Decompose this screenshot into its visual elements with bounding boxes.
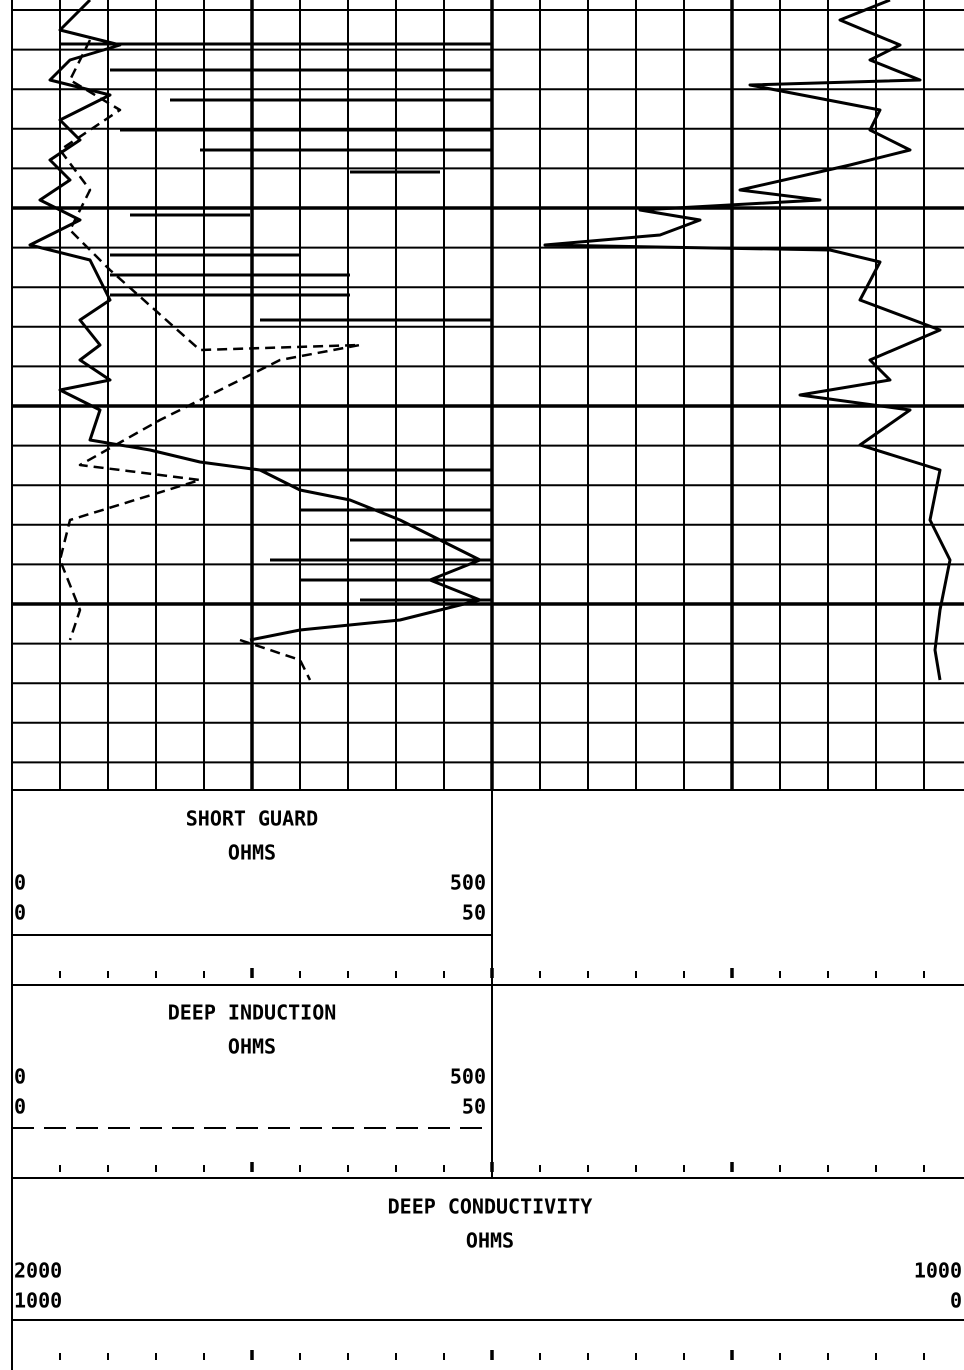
scale-right: 500 [450,871,486,895]
scale-left: 0 [14,1065,26,1089]
scale-left: 0 [14,901,26,925]
scale-left: 0 [14,871,26,895]
panel-unit: OHMS [228,1035,276,1059]
log-curves [28,0,952,681]
panel-unit: OHMS [228,841,276,865]
scale-right: 1000 [914,1259,962,1283]
panel-title: DEEP CONDUCTIVITY [388,1195,593,1219]
conductivity-curve [543,0,952,681]
short-guard-spikes [60,42,492,602]
scale-right: 0 [950,1289,962,1313]
panel-title: DEEP INDUCTION [168,1001,337,1025]
log-grid [12,0,964,1360]
deep-induction-curve [58,39,362,681]
scale-left: 2000 [14,1259,62,1283]
scale-right: 500 [450,1065,486,1089]
panel-title: SHORT GUARD [186,807,318,831]
scale-right: 50 [462,901,486,925]
panel-unit: OHMS [466,1229,514,1253]
scale-left: 1000 [14,1289,62,1313]
short-guard-curve [28,0,482,642]
scale-right: 50 [462,1095,486,1119]
scale-left: 0 [14,1095,26,1119]
